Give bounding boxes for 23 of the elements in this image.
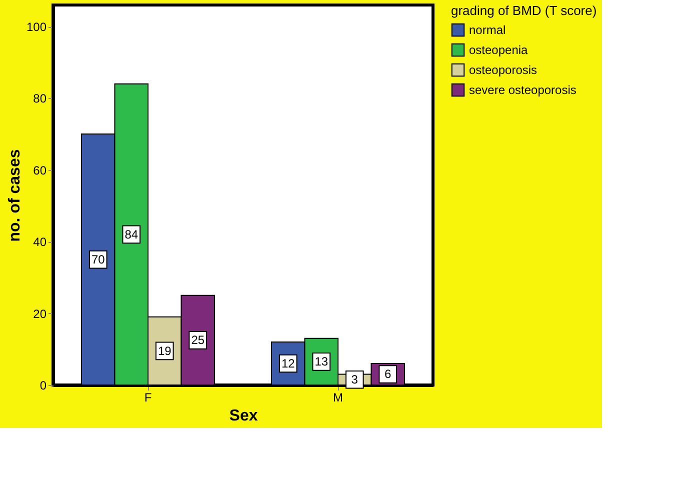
x-tick-label: M [333, 390, 343, 404]
y-tick-label: 20 [33, 306, 47, 321]
x-tick-label: F [144, 390, 152, 404]
legend-label: severe osteoporosis [469, 83, 576, 97]
y-tick-label: 0 [40, 378, 47, 392]
data-label: 19 [158, 344, 172, 358]
data-label: 12 [281, 356, 296, 370]
y-axis-title: no. of cases [6, 149, 24, 242]
data-label: 70 [91, 252, 106, 267]
data-label: 13 [314, 354, 328, 369]
legend-label: osteopenia [469, 43, 528, 57]
x-axis-title: Sex [229, 408, 258, 424]
data-label: 25 [191, 333, 205, 348]
y-tick-label: 100 [26, 20, 47, 34]
data-label: 3 [351, 372, 358, 387]
data-label: 84 [124, 227, 138, 242]
legend-label: normal [469, 23, 506, 37]
legend-title: grading of BMD (T score) [451, 3, 597, 18]
y-tick-label: 40 [33, 235, 47, 250]
y-tick-label: 60 [33, 163, 47, 178]
legend-label: osteoporosis [469, 63, 538, 77]
y-tick-label: 80 [33, 92, 47, 106]
data-label: 6 [384, 367, 392, 382]
